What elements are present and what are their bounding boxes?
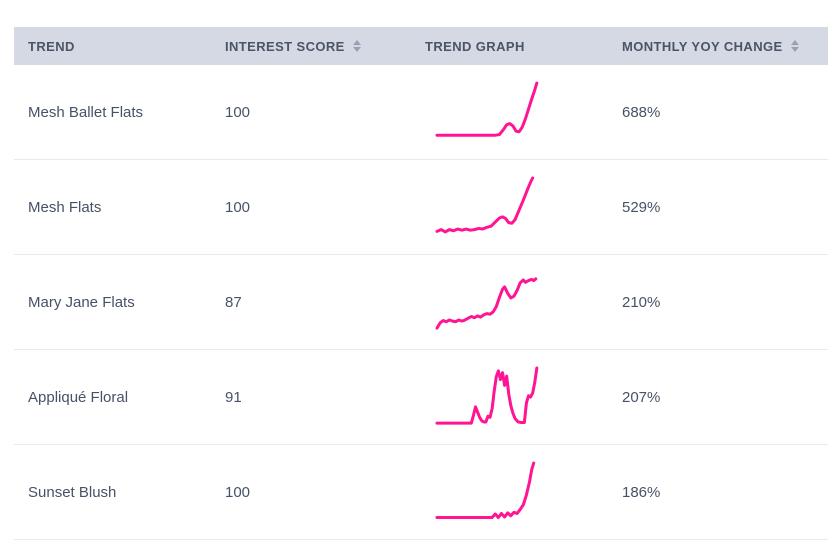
table-row[interactable]: Mary Jane Flats 87 210% [14, 255, 828, 350]
table-row[interactable]: Sunset Blush 100 186% [14, 445, 828, 540]
column-header-label: MONTHLY YOY CHANGE [622, 38, 783, 54]
table-header-row: TREND INTEREST SCORE TREND GRAPH MONTHLY… [14, 27, 828, 65]
yoy-change-cell: 186% [622, 483, 661, 501]
trend-graph-cell [411, 463, 608, 521]
trend-name-cell: Sunset Blush [28, 483, 117, 501]
interest-score-cell: 100 [225, 483, 251, 501]
column-header-label: INTEREST SCORE [225, 38, 345, 54]
sort-icon[interactable] [790, 40, 799, 52]
trend-name-cell: Mary Jane Flats [28, 293, 135, 311]
trend-graph-cell [411, 83, 608, 141]
interest-score-cell: 100 [225, 103, 251, 121]
table-row[interactable]: Mesh Ballet Flats 100 688% [14, 65, 828, 160]
yoy-change-cell: 688% [622, 103, 661, 121]
column-header-label: TREND [28, 38, 75, 54]
trend-graph-cell [411, 178, 608, 236]
trend-name-cell: Mesh Ballet Flats [28, 103, 144, 121]
column-header-trend: TREND [14, 39, 211, 54]
trend-sparkline [437, 368, 541, 426]
trend-sparkline [437, 178, 541, 236]
column-header-interest-score[interactable]: INTEREST SCORE [211, 39, 411, 54]
column-header-label: TREND GRAPH [425, 38, 525, 54]
trends-table: TREND INTEREST SCORE TREND GRAPH MONTHLY… [14, 27, 828, 540]
yoy-change-cell: 207% [622, 388, 661, 406]
interest-score-cell: 87 [225, 293, 242, 311]
table-body: Mesh Ballet Flats 100 688% Mesh Flats 100 529… [14, 65, 828, 540]
yoy-change-cell: 210% [622, 293, 661, 311]
trend-name-cell: Mesh Flats [28, 198, 102, 216]
interest-score-cell: 100 [225, 198, 251, 216]
trend-graph-cell [411, 273, 608, 331]
column-header-trend-graph: TREND GRAPH [411, 39, 608, 54]
column-header-monthly-yoy-change[interactable]: MONTHLY YOY CHANGE [608, 39, 828, 54]
trend-sparkline [437, 273, 541, 331]
sort-icon[interactable] [352, 40, 361, 52]
interest-score-cell: 91 [225, 388, 242, 406]
table-row[interactable]: Mesh Flats 100 529% [14, 160, 828, 255]
yoy-change-cell: 529% [622, 198, 661, 216]
trend-name-cell: Appliqué Floral [28, 388, 129, 406]
table-row[interactable]: Appliqué Floral 91 207% [14, 350, 828, 445]
trend-sparkline [437, 463, 541, 521]
trend-sparkline [437, 83, 541, 141]
trend-graph-cell [411, 368, 608, 426]
